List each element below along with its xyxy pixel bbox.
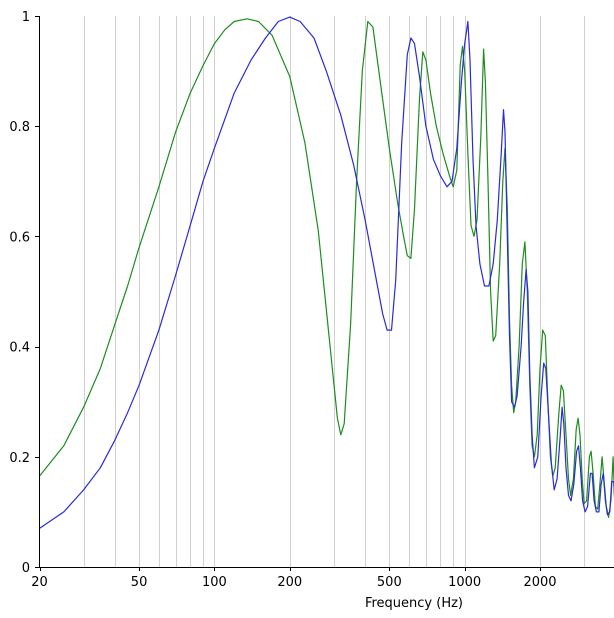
y-tick-label: 0.8 — [9, 120, 30, 135]
x-axis-title: Frequency (Hz) — [365, 596, 463, 611]
x-tick-label: 200 — [277, 575, 302, 590]
y-tick-label: 0 — [22, 561, 30, 576]
x-tick-label: 1000 — [448, 575, 481, 590]
series-line-2 — [39, 16, 614, 529]
x-tick-labels: 20 50 100 200 500 1000 2000 — [31, 567, 557, 590]
x-tick-label: 20 — [31, 575, 48, 590]
x-tick-label: 500 — [377, 575, 402, 590]
grid — [84, 16, 585, 567]
x-tick-label: 50 — [131, 575, 148, 590]
x-tick-label: 2000 — [523, 575, 556, 590]
y-tick-label: 0.2 — [9, 451, 30, 466]
y-tick-label: 0.4 — [9, 341, 30, 356]
y-tick-label: 1 — [22, 10, 30, 25]
series-line-1 — [39, 18, 614, 518]
y-tick-label: 0.6 — [9, 230, 30, 245]
y-tick-labels: 0 0.2 0.4 0.6 0.8 1 — [9, 10, 40, 576]
series-group — [39, 16, 614, 529]
axes — [39, 16, 614, 568]
x-tick-label: 100 — [202, 575, 227, 590]
